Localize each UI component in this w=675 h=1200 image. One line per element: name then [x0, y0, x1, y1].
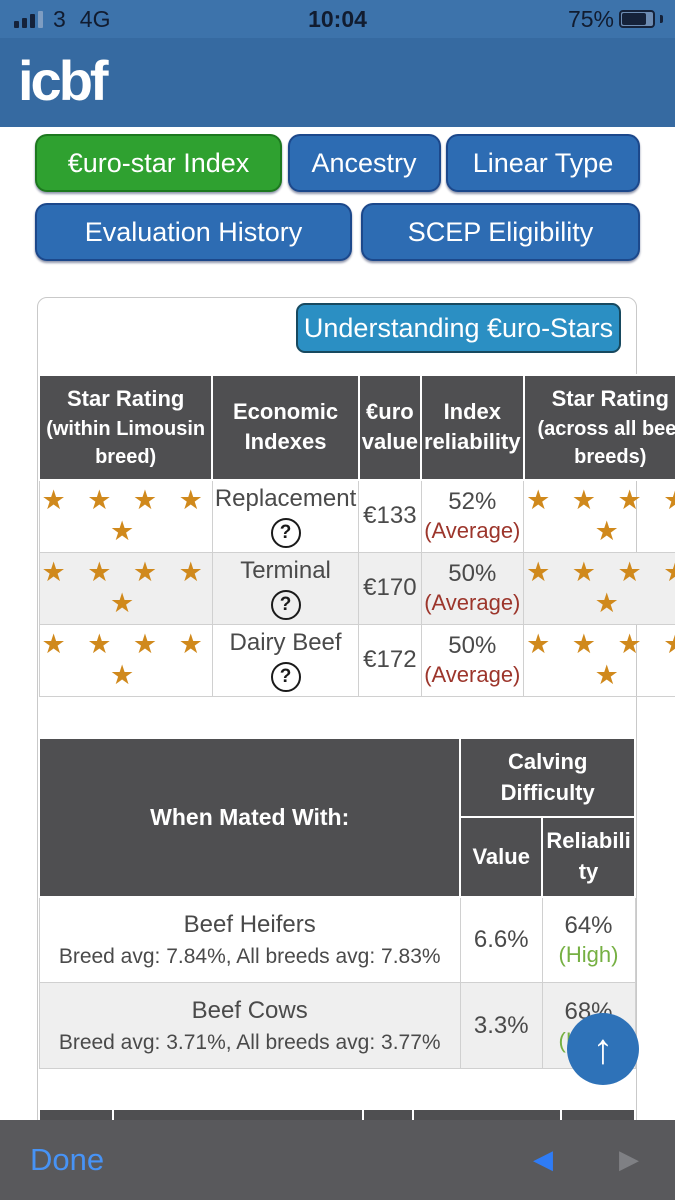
col-header-star-rating-across: Star Rating (across all beef breeds)	[522, 374, 675, 481]
euro-value-cell: €170	[358, 551, 422, 625]
col-header-calving-difficulty: Calving Difficulty	[459, 736, 636, 819]
tab-bar: €uro-star Index Ancestry Linear Type Eva…	[0, 127, 675, 261]
mated-with-cell: Beef Heifers Breed avg: 7.84%, All breed…	[38, 896, 461, 984]
star-rating-within: ★ ★ ★ ★ ★	[38, 551, 213, 625]
tab-scep-eligibility[interactable]: SCEP Eligibility	[361, 203, 640, 261]
scroll-to-top-button[interactable]: ↑	[567, 1013, 639, 1085]
icbf-logo: icbf	[18, 49, 109, 112]
table-row-beef-heifers: Beef Heifers Breed avg: 7.84%, All breed…	[38, 896, 636, 984]
signal-strength-icon	[14, 10, 43, 28]
euro-value-cell: €133	[358, 479, 422, 553]
star-rating-within: ★ ★ ★ ★ ★	[38, 479, 213, 553]
battery-percent-label: 75%	[567, 5, 614, 32]
done-button[interactable]: Done	[30, 1142, 105, 1177]
tab-evaluation-history[interactable]: Evaluation History	[35, 203, 352, 261]
euro-value-cell: €172	[358, 623, 422, 697]
economic-index-cell: Terminal ?	[211, 551, 360, 625]
tab-euro-star-index[interactable]: €uro-star Index	[35, 134, 282, 192]
col-header-reliability: Reliability	[541, 816, 636, 898]
col-header-index-reliability: Index reliability	[420, 374, 525, 481]
euro-star-index-table: Star Rating (within Limousin breed) Econ…	[37, 374, 675, 697]
table-row-replacement: ★ ★ ★ ★ ★ Replacement ? €133 52% (Average…	[38, 479, 675, 553]
value-cell: 3.3%	[459, 982, 543, 1070]
carrier-label: 3	[53, 5, 66, 32]
help-icon[interactable]: ?	[270, 589, 301, 620]
col-header-star-rating-within: Star Rating (within Limousin breed)	[37, 374, 214, 481]
understanding-euro-stars-button[interactable]: Understanding €uro-Stars	[296, 303, 621, 353]
up-arrow-icon: ↑	[592, 1025, 614, 1072]
star-rating-within: ★ ★ ★ ★ ★	[38, 623, 213, 697]
tab-linear-type[interactable]: Linear Type	[446, 134, 640, 192]
help-icon[interactable]: ?	[270, 661, 301, 692]
reliability-cell: 50% (Average)	[420, 623, 525, 697]
battery-indicator: 75%	[568, 6, 663, 33]
network-type-label: 4G	[79, 5, 111, 32]
col-header-value: Value	[459, 816, 544, 898]
help-icon[interactable]: ?	[270, 517, 301, 548]
star-rating-across: ★ ★ ★ ★★	[523, 623, 675, 697]
economic-index-cell: Replacement ?	[211, 479, 360, 553]
star-rating-across: ★ ★ ★ ★★	[523, 479, 675, 553]
reliability-cell: 50% (Average)	[420, 551, 525, 625]
economic-index-cell: Dairy Beef ?	[211, 623, 360, 697]
calving-difficulty-table: When Mated With: Calving Difficulty Valu…	[37, 736, 636, 1070]
browser-toolbar: Done ◀ ▶	[0, 1120, 675, 1200]
col-header-economic-indexes: Economic Indexes	[211, 374, 360, 481]
col-header-euro-value: €uro value	[357, 374, 423, 481]
star-rating-across: ★ ★ ★ ★★	[523, 551, 675, 625]
value-cell: 6.6%	[459, 896, 543, 984]
table-row-dairy-beef: ★ ★ ★ ★ ★ Dairy Beef ? €172 50% (Average)…	[38, 623, 675, 697]
status-bar: 3 4G 10:04 75%	[0, 0, 675, 38]
app-header: icbf	[0, 38, 675, 127]
table-row-terminal: ★ ★ ★ ★ ★ Terminal ? €170 50% (Average) ★…	[38, 551, 675, 625]
battery-icon	[619, 10, 655, 28]
euro-star-card: Understanding €uro-Stars Star Rating (wi…	[37, 297, 675, 1200]
back-icon[interactable]: ◀	[533, 1144, 553, 1174]
mated-with-cell: Beef Cows Breed avg: 3.71%, All breeds a…	[38, 982, 461, 1070]
reliability-cell: 52% (Average)	[420, 479, 525, 553]
table-row-beef-cows: Beef Cows Breed avg: 3.71%, All breeds a…	[38, 982, 636, 1070]
forward-icon[interactable]: ▶	[619, 1144, 639, 1174]
clock-label: 10:04	[308, 5, 367, 32]
tab-ancestry[interactable]: Ancestry	[287, 134, 441, 192]
reliability-cell: 64% (High)	[541, 896, 636, 984]
col-header-when-mated-with: When Mated With:	[37, 736, 462, 898]
